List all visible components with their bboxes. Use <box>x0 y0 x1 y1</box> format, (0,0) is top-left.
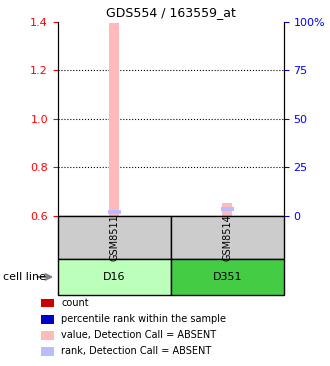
Text: count: count <box>61 298 89 308</box>
Bar <box>109 23 119 216</box>
Text: GSM8514: GSM8514 <box>222 214 232 261</box>
Text: D16: D16 <box>103 272 125 282</box>
Text: rank, Detection Call = ABSENT: rank, Detection Call = ABSENT <box>61 346 211 356</box>
Bar <box>171 259 284 295</box>
Text: cell line: cell line <box>3 272 46 282</box>
Bar <box>222 203 232 216</box>
Text: D351: D351 <box>213 272 242 282</box>
Bar <box>171 216 284 259</box>
Title: GDS554 / 163559_at: GDS554 / 163559_at <box>106 6 236 19</box>
Bar <box>108 210 121 214</box>
Text: percentile rank within the sample: percentile rank within the sample <box>61 314 226 324</box>
Bar <box>58 216 171 259</box>
Text: value, Detection Call = ABSENT: value, Detection Call = ABSENT <box>61 330 216 340</box>
Text: GSM8511: GSM8511 <box>109 214 119 261</box>
Bar <box>58 259 171 295</box>
Bar <box>221 207 234 211</box>
